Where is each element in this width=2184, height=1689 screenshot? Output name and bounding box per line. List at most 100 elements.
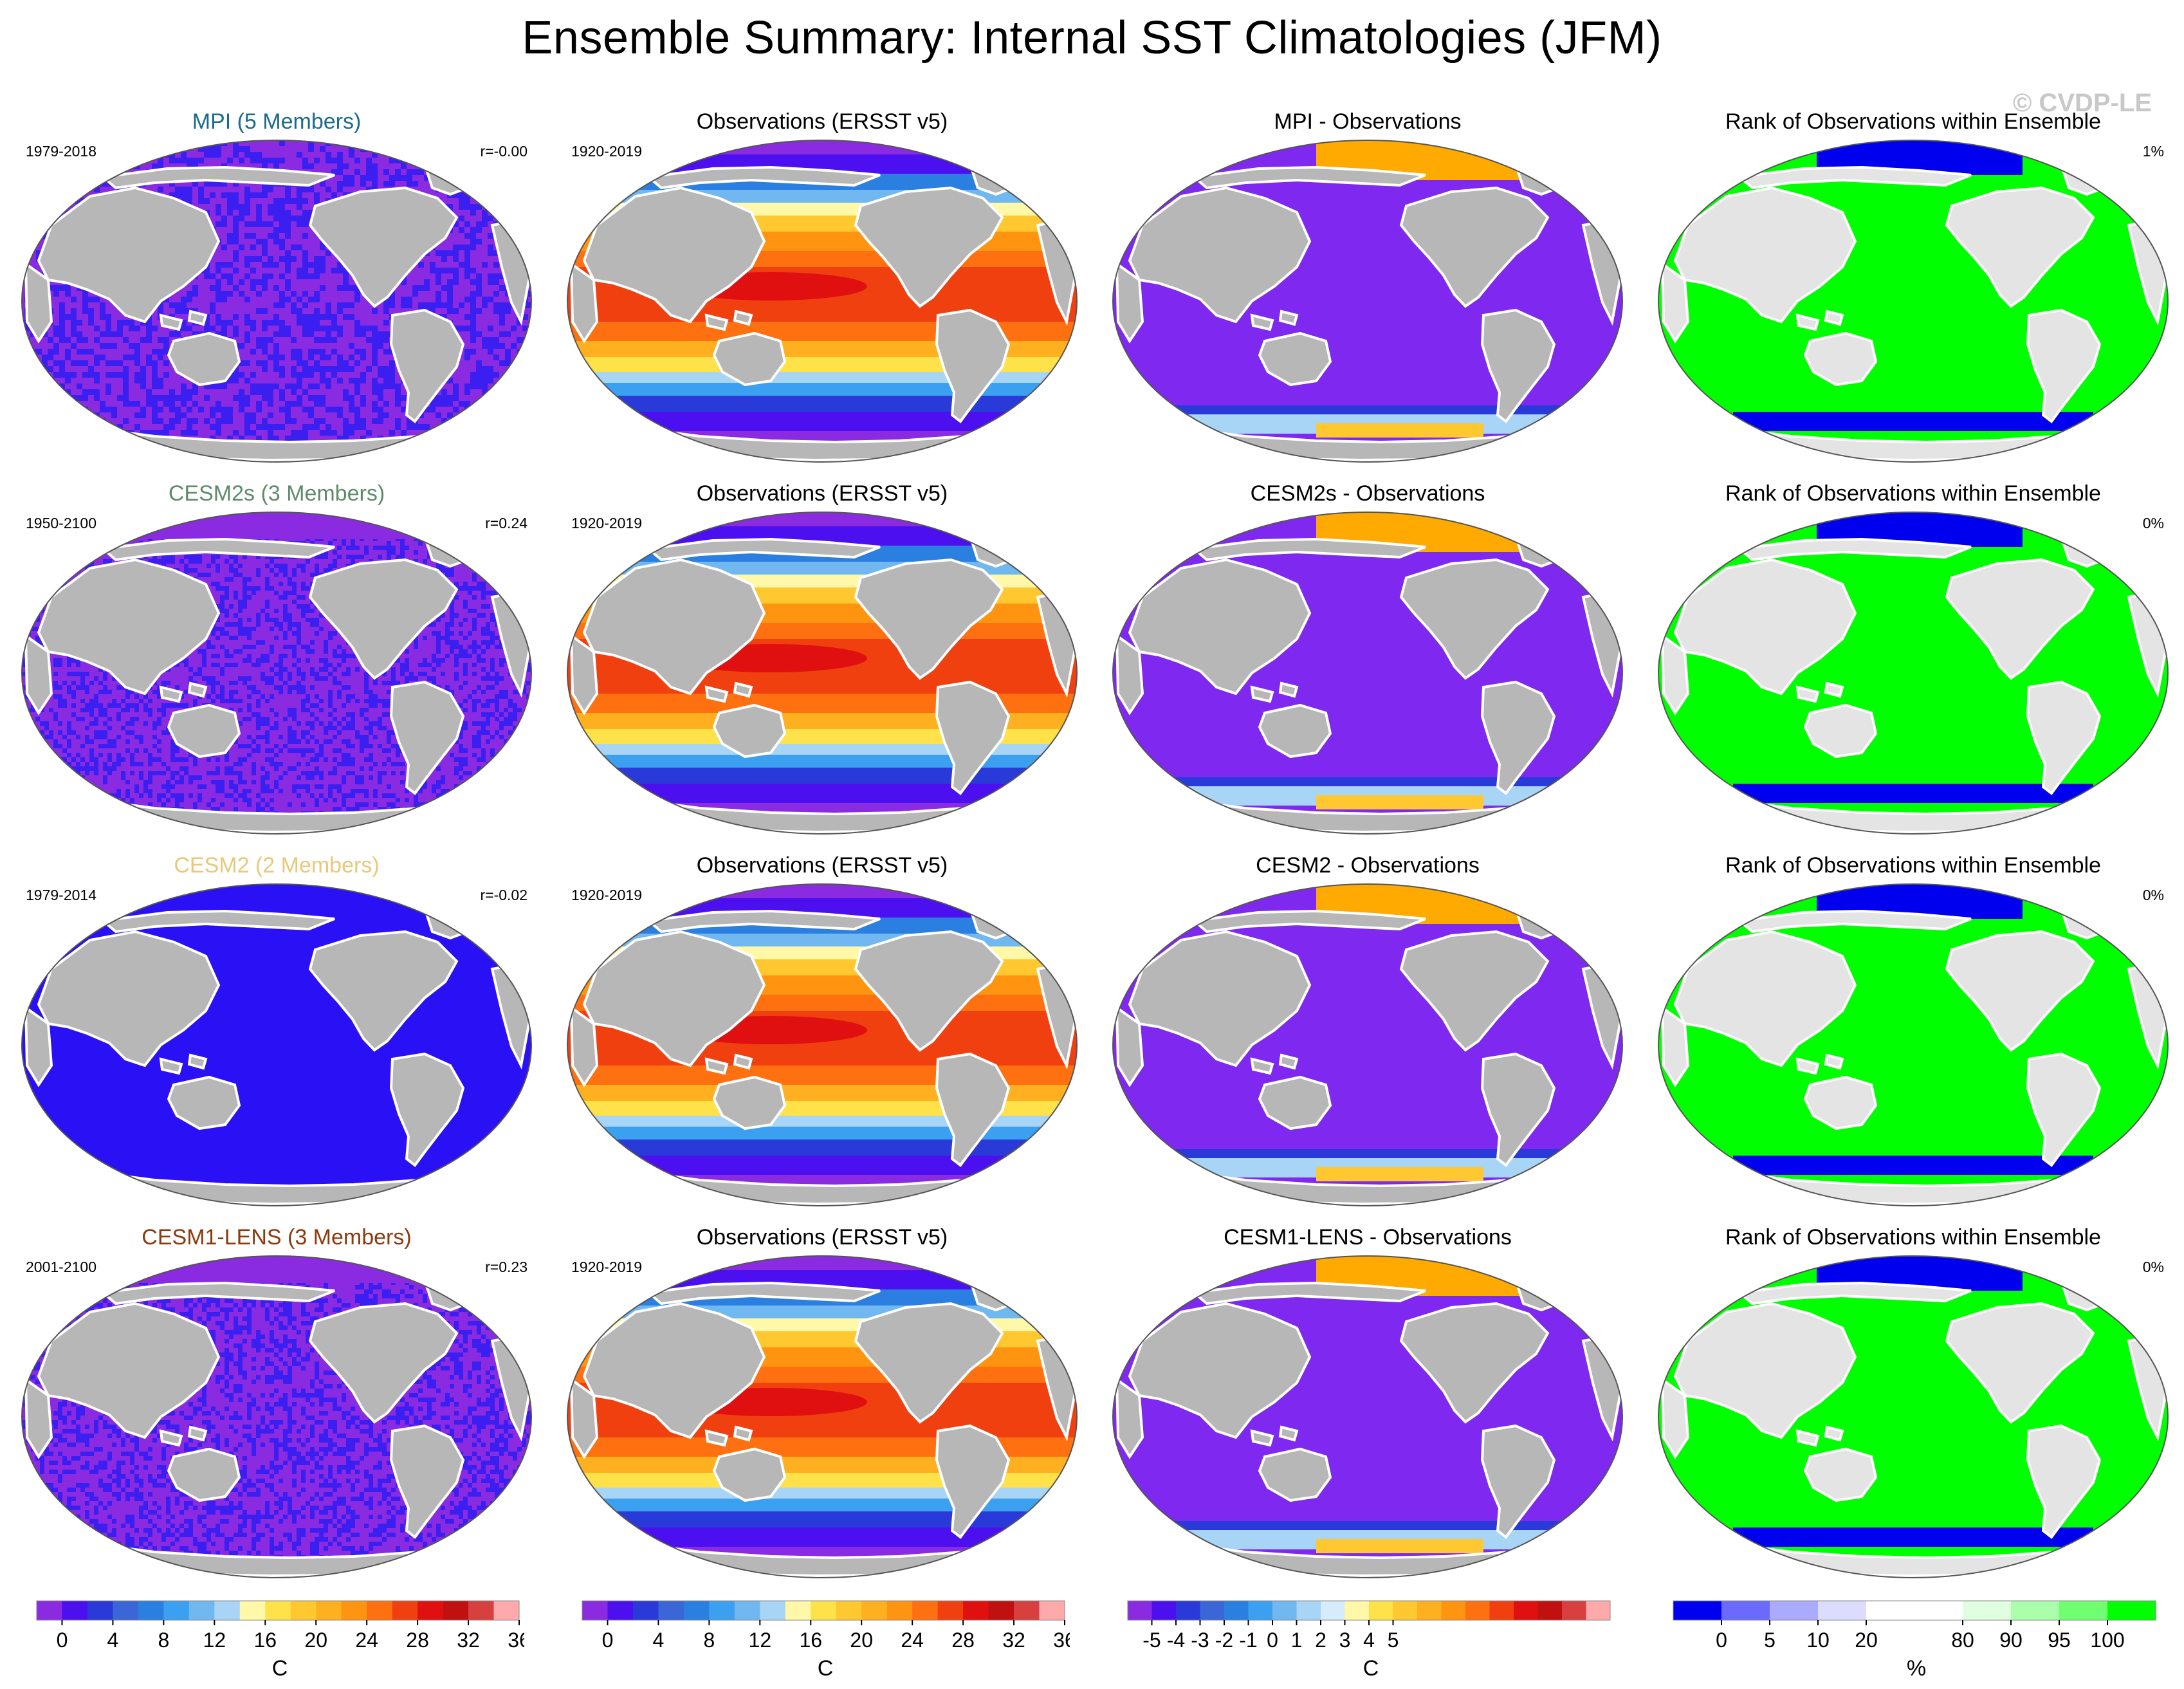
- map-field: [567, 1256, 1077, 1578]
- landmass: [1824, 681, 1844, 698]
- colorbar-swatch: [734, 1601, 760, 1620]
- colorbar-swatch: [239, 1601, 266, 1620]
- colorbar-tick-label: 8: [703, 1629, 715, 1652]
- colorbar-swatch: [418, 1601, 444, 1620]
- landmass: [645, 165, 881, 190]
- colorbar-swatch: [2011, 1601, 2060, 1620]
- colorbar-tick-label: 28: [406, 1629, 429, 1652]
- colorbar-swatch: [1014, 1601, 1040, 1620]
- panel-model: MPI (5 Members) 1979-2018 r=-0.00: [13, 103, 540, 463]
- map-field: [1113, 1256, 1622, 1578]
- landmass: [2026, 1052, 2102, 1167]
- landmass: [308, 930, 459, 1052]
- landmass: [1480, 308, 1556, 423]
- landmass: [712, 703, 787, 759]
- colorbar-unit: C: [1363, 1656, 1379, 1681]
- landmass: [187, 681, 208, 698]
- colorbar-swatch: [709, 1601, 735, 1620]
- landmass: [1795, 685, 1820, 703]
- landmass: [159, 313, 183, 331]
- panel-rank: Rank of Observations within Ensemble 1%: [1649, 103, 2177, 463]
- colorbar-swatch: [811, 1601, 837, 1620]
- landmass: [1115, 261, 1144, 344]
- landmass: [582, 186, 766, 324]
- colorbar-swatch: [582, 1601, 608, 1620]
- colorbar-tick-label: -1: [1239, 1629, 1257, 1652]
- colorbar-swatch: [1586, 1601, 1611, 1620]
- correlation-label: r=-0.02: [480, 887, 528, 903]
- colorbar-swatch: [1465, 1601, 1490, 1620]
- colorbar-unit: C: [817, 1656, 834, 1681]
- colorbar-swatch: [1039, 1601, 1065, 1620]
- colorbar-tick-label: 5: [1764, 1629, 1776, 1652]
- landmass: [1115, 1005, 1144, 1087]
- colorbar-swatch: [1417, 1601, 1442, 1620]
- rank-map: [1658, 883, 2169, 1206]
- period-label: 1920-2019: [571, 515, 642, 531]
- colorbar-tick-label: 36: [508, 1629, 524, 1652]
- landmass: [1673, 1302, 1857, 1439]
- landmass: [1128, 930, 1312, 1067]
- page-title: Ensemble Summary: Internal SST Climatolo…: [522, 12, 1662, 64]
- correlation-label: r=0.24: [485, 515, 528, 531]
- colorbar-swatch: [1514, 1601, 1538, 1620]
- landmass: [1250, 685, 1274, 703]
- rank-percent: 0%: [2142, 515, 2164, 531]
- landmass: [935, 1052, 1011, 1167]
- colorbar-tick-label: 5: [1388, 1629, 1399, 1652]
- diff-map: [1112, 140, 1623, 463]
- colorbar-swatch: [1128, 1601, 1152, 1620]
- panel-title: CESM1-LENS (3 Members): [142, 1225, 412, 1250]
- landmass: [1128, 186, 1312, 324]
- panel-rank: Rank of Observations within Ensemble 0%: [1649, 475, 2177, 835]
- landmass: [423, 530, 478, 568]
- colorbar-tick-label: 16: [799, 1629, 822, 1652]
- colorbar-swatch: [1770, 1601, 1819, 1620]
- colorbar-swatch: [2107, 1601, 2156, 1620]
- landmass: [1795, 313, 1820, 331]
- landmass: [704, 685, 729, 703]
- map-field: [1658, 884, 2168, 1206]
- landmass: [704, 1429, 729, 1447]
- panel-diff: CESM2s - Observations: [1104, 475, 1631, 835]
- colorbar-tick-label: 32: [457, 1629, 480, 1652]
- landmass: [100, 909, 335, 934]
- panel-title: Rank of Observations within Ensemble: [1725, 109, 2101, 134]
- obs-map: [567, 883, 1078, 1206]
- landmass: [733, 309, 753, 326]
- colorbar-swatch: [963, 1601, 989, 1620]
- landmass: [935, 1424, 1011, 1539]
- model-map: [21, 1255, 532, 1578]
- landmass: [1399, 186, 1550, 308]
- landmass: [1673, 930, 1857, 1067]
- landmass: [37, 558, 221, 696]
- landmass: [1660, 261, 1690, 344]
- landmass: [1673, 558, 1857, 696]
- landmass: [968, 901, 1023, 940]
- colorbar-swatch: [443, 1601, 469, 1620]
- panel-title: Observations (ERSST v5): [696, 1225, 948, 1250]
- period-label: 1920-2019: [571, 143, 642, 160]
- landmass: [2026, 308, 2102, 423]
- rank-percent: 1%: [2142, 143, 2164, 160]
- colorbar-swatch: [138, 1601, 164, 1620]
- landmass: [1399, 1302, 1550, 1424]
- landmass: [569, 1377, 599, 1459]
- panel-model: CESM2s (3 Members) 1950-2100 r=0.24: [13, 475, 540, 835]
- panel-obs: Observations (ERSST v5) 1920-2019: [558, 847, 1086, 1207]
- landmass: [712, 1447, 787, 1502]
- colorbar: 0 4 8 12 16 20 24 28 32 36 C: [35, 1596, 524, 1686]
- landmass: [1480, 1052, 1556, 1167]
- map-field: [1113, 884, 1622, 1206]
- colorbar-tick-label: 90: [1999, 1629, 2023, 1652]
- landmass: [1278, 1053, 1299, 1070]
- period-label: 1979-2014: [26, 887, 96, 903]
- panel-model: CESM1-LENS (3 Members) 2001-2100 r=0.23: [13, 1219, 540, 1579]
- landmass: [854, 186, 1004, 308]
- colorbar-swatch: [785, 1601, 811, 1620]
- colorbar-tick-label: 16: [253, 1629, 277, 1652]
- landmass: [1514, 1273, 1569, 1312]
- landmass: [712, 1075, 787, 1131]
- colorbar-swatch: [341, 1601, 367, 1620]
- landmass: [1945, 930, 2095, 1052]
